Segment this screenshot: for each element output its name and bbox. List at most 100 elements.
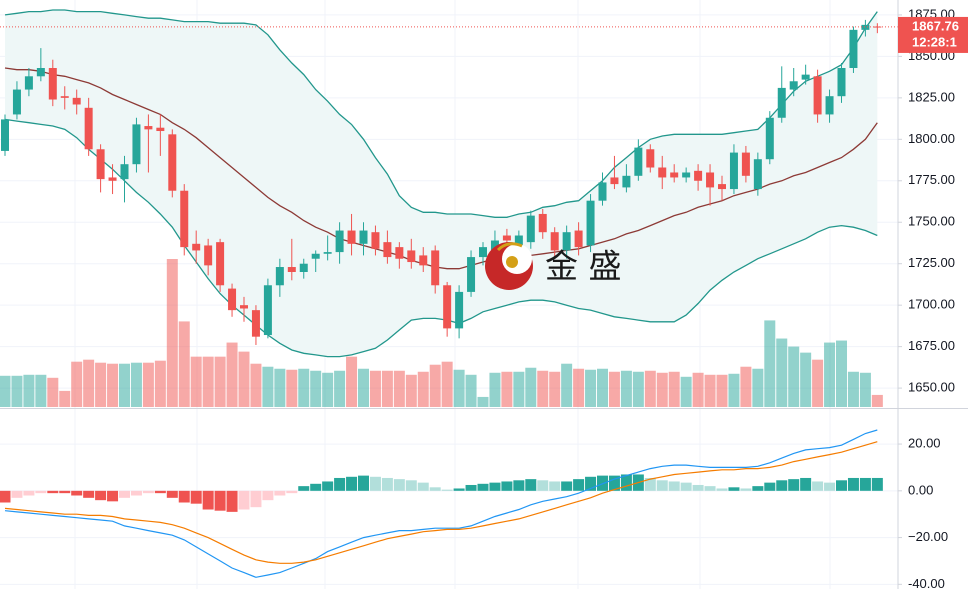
y-tick-label: 1800.00 bbox=[908, 131, 955, 146]
volume-bar bbox=[298, 368, 310, 407]
volume-bar bbox=[632, 371, 644, 407]
candle-body bbox=[490, 240, 499, 251]
volume-bar bbox=[417, 371, 429, 407]
candle-body bbox=[586, 200, 595, 246]
histogram-bar bbox=[836, 480, 847, 491]
volume-bar bbox=[250, 363, 262, 407]
volume-bar bbox=[692, 372, 704, 407]
candle-body bbox=[144, 126, 153, 130]
volume-bar bbox=[238, 351, 250, 407]
volume-bar bbox=[561, 363, 573, 407]
volume-bar bbox=[35, 374, 47, 407]
volume-bar bbox=[859, 372, 871, 407]
volume-bar bbox=[477, 396, 489, 407]
candle-body bbox=[240, 305, 248, 309]
candle-body bbox=[371, 232, 380, 249]
histogram-bar bbox=[35, 490, 47, 494]
candle-body bbox=[861, 24, 870, 30]
candle-body bbox=[789, 81, 798, 90]
candle-body bbox=[538, 213, 547, 233]
volume-bar bbox=[836, 340, 847, 407]
volume-bar bbox=[358, 368, 369, 407]
candle-body bbox=[670, 172, 679, 178]
volume-bar bbox=[549, 371, 561, 407]
histogram-bar bbox=[23, 490, 35, 496]
volume-bar bbox=[680, 376, 692, 407]
candle-body bbox=[646, 149, 655, 168]
histogram-bar bbox=[501, 481, 513, 491]
volume-bar bbox=[142, 362, 154, 407]
band-line bbox=[4, 118, 878, 358]
histogram-bar bbox=[310, 483, 322, 491]
y-tick-label: 0.00 bbox=[908, 482, 933, 497]
volume-bar bbox=[190, 356, 202, 407]
histogram-bar bbox=[776, 480, 788, 491]
volume-bar bbox=[83, 359, 95, 407]
histogram-bar bbox=[11, 490, 23, 498]
candle-body bbox=[96, 149, 105, 180]
y-tick-label: 1700.00 bbox=[908, 297, 955, 312]
volume-bar bbox=[716, 374, 728, 407]
candle-body bbox=[801, 74, 810, 80]
histogram-bar bbox=[274, 490, 286, 496]
volume-bar bbox=[740, 366, 752, 407]
histogram-bar bbox=[59, 490, 71, 494]
volume-bar bbox=[166, 259, 178, 407]
histogram-bar bbox=[812, 481, 824, 491]
volume-bar bbox=[800, 352, 812, 407]
y-tick-label: 1775.00 bbox=[908, 172, 955, 187]
candle-body bbox=[84, 107, 93, 150]
candle-body bbox=[180, 190, 189, 248]
candle-body bbox=[849, 29, 858, 68]
histogram-bar bbox=[381, 477, 393, 491]
y-tick-label: −20.00 bbox=[908, 529, 948, 544]
candle-body bbox=[622, 175, 631, 188]
histogram-bar bbox=[537, 480, 549, 491]
volume-bar bbox=[847, 371, 859, 407]
histogram-bar bbox=[358, 475, 369, 491]
candle-body bbox=[359, 230, 368, 244]
candle-body bbox=[467, 257, 476, 292]
volume-bar bbox=[369, 370, 381, 407]
candle-body bbox=[299, 263, 308, 272]
candle-body bbox=[837, 68, 846, 97]
histogram-bar bbox=[238, 490, 250, 510]
volume-bar bbox=[154, 360, 166, 407]
volume-bar bbox=[178, 321, 190, 407]
volume-bar bbox=[405, 374, 417, 407]
volume-bar bbox=[107, 363, 119, 407]
histogram-bar bbox=[704, 486, 716, 491]
band-line bbox=[4, 9, 878, 218]
volume-bar bbox=[608, 371, 620, 407]
candle-body bbox=[36, 68, 45, 77]
candle-body bbox=[287, 267, 296, 272]
histogram-bar bbox=[322, 481, 334, 491]
histogram-bar bbox=[668, 481, 680, 491]
volume-bar bbox=[71, 361, 83, 407]
histogram-bar bbox=[441, 489, 453, 491]
volume-bar bbox=[322, 372, 334, 407]
histogram-bar bbox=[47, 490, 59, 494]
candle-body bbox=[60, 96, 69, 98]
y-tick-label: -40.00 bbox=[908, 576, 945, 589]
histogram-bar bbox=[788, 479, 800, 491]
histogram-bar bbox=[692, 484, 704, 491]
volume-bar bbox=[95, 362, 107, 407]
volume-bar bbox=[453, 369, 465, 407]
candle-body bbox=[275, 267, 284, 286]
histogram-bar bbox=[573, 479, 585, 491]
histogram-bar bbox=[549, 481, 561, 491]
histogram-bar bbox=[656, 480, 668, 491]
histogram-bar bbox=[0, 490, 11, 503]
macd-line bbox=[4, 441, 878, 564]
candle-body bbox=[48, 68, 57, 100]
candle-body bbox=[156, 127, 165, 132]
volume-bar bbox=[226, 342, 238, 407]
histogram-bar bbox=[226, 490, 238, 512]
volume-bar bbox=[871, 394, 883, 407]
volume-bar bbox=[776, 338, 788, 407]
band-line bbox=[4, 67, 878, 270]
candle-body bbox=[706, 172, 715, 188]
volume-bar bbox=[501, 371, 513, 407]
